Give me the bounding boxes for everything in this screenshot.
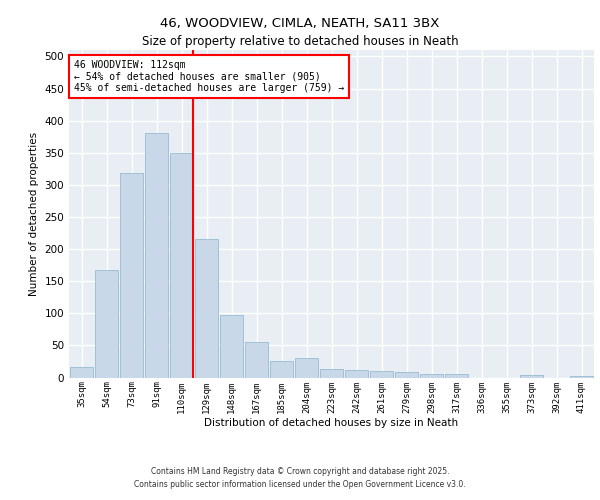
Bar bbox=[145, 134, 168, 378]
Text: 46, WOODVIEW, CIMLA, NEATH, SA11 3BX: 46, WOODVIEW, CIMLA, NEATH, SA11 3BX bbox=[160, 18, 440, 30]
Y-axis label: Number of detached properties: Number of detached properties bbox=[29, 132, 39, 296]
Bar bbox=[120, 174, 143, 378]
Bar bbox=[295, 358, 318, 378]
Bar bbox=[220, 315, 243, 378]
Bar bbox=[570, 376, 593, 378]
Text: 46 WOODVIEW: 112sqm
← 54% of detached houses are smaller (905)
45% of semi-detac: 46 WOODVIEW: 112sqm ← 54% of detached ho… bbox=[74, 60, 344, 93]
Bar bbox=[345, 370, 368, 378]
Bar bbox=[520, 375, 543, 378]
Bar bbox=[320, 369, 343, 378]
Bar bbox=[245, 342, 268, 378]
Bar bbox=[420, 374, 443, 378]
Bar bbox=[70, 367, 93, 378]
Bar bbox=[170, 154, 193, 378]
Bar bbox=[445, 374, 468, 378]
Bar bbox=[95, 270, 118, 378]
Text: Size of property relative to detached houses in Neath: Size of property relative to detached ho… bbox=[142, 35, 458, 48]
Bar bbox=[370, 371, 393, 378]
Text: Contains HM Land Registry data © Crown copyright and database right 2025.
Contai: Contains HM Land Registry data © Crown c… bbox=[134, 468, 466, 489]
X-axis label: Distribution of detached houses by size in Neath: Distribution of detached houses by size … bbox=[205, 418, 458, 428]
Bar bbox=[395, 372, 418, 378]
Bar bbox=[195, 240, 218, 378]
Bar bbox=[270, 362, 293, 378]
